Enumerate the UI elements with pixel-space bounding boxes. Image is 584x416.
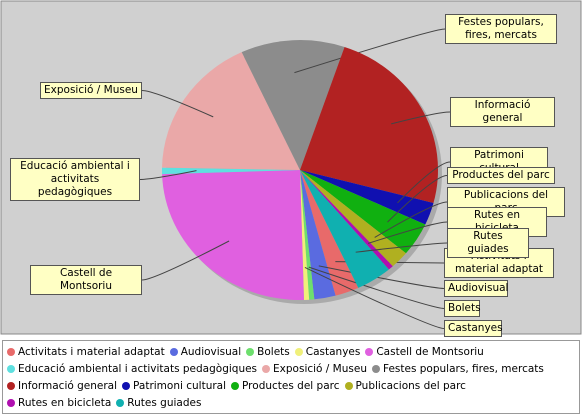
slice-label: Activitats i material adaptat: [444, 248, 554, 278]
pie-slice: [300, 170, 310, 300]
pie-slice: [300, 170, 434, 225]
legend-item: Educació ambiental i activitats pedagògi…: [7, 360, 257, 377]
leader-line: [355, 242, 448, 253]
legend-label: Exposició / Museu: [273, 362, 367, 375]
legend-swatch: [371, 364, 380, 373]
pie-slice: [300, 170, 389, 288]
legend-label: Bolets: [257, 345, 290, 358]
leader-line: [391, 111, 451, 125]
legend-swatch: [246, 347, 255, 356]
pie-slice: [300, 170, 406, 267]
legend-label: Patrimoni cultural: [133, 379, 227, 392]
slice-label: Informació general: [450, 97, 555, 127]
legend-swatch: [7, 347, 15, 356]
leader-line: [367, 221, 448, 244]
legend-swatch: [169, 347, 178, 356]
legend-label: Rutes guiades: [127, 396, 202, 409]
leader-line: [141, 90, 214, 118]
pie-slice: [162, 52, 300, 170]
legend-swatch: [365, 347, 374, 356]
leader-line: [141, 240, 230, 281]
legend-item: Audiovisual: [169, 343, 242, 360]
legend-item: Castanyes: [294, 343, 361, 360]
legend-label: Castanyes: [305, 345, 361, 358]
pie-slice: [162, 167, 300, 175]
slice-label: Castell de Montsoriu: [30, 265, 142, 295]
legend-swatch: [7, 364, 15, 373]
pie-slice: [300, 170, 359, 296]
legend-item: Rutes en bicicleta: [7, 394, 111, 411]
slice-label: Audiovisual: [444, 280, 508, 297]
slice-label: Bolets: [444, 300, 481, 317]
legend-item: Publicacions del parc: [344, 377, 466, 394]
leader-line: [397, 161, 451, 204]
slice-label: Productes del parc: [447, 167, 555, 184]
slice-label: Exposició / Museu: [40, 82, 142, 99]
legend-swatch: [262, 364, 271, 373]
slice-label: Castanyes: [444, 320, 503, 337]
legend: Activitats i material adaptat Audiovisual…: [2, 340, 580, 414]
legend-item: Patrimoni cultural: [122, 377, 226, 394]
leader-line: [304, 266, 445, 329]
slice-label: Festes populars, fires, mercats: [445, 14, 557, 44]
legend-swatch: [344, 381, 353, 390]
leader-line: [387, 175, 448, 223]
pie-slice: [300, 46, 438, 203]
pie-slice: [162, 170, 304, 301]
legend-label: Productes del parc: [242, 379, 340, 392]
pie-slice: [300, 170, 393, 270]
legend-item: Castell de Montsoriu: [365, 343, 484, 360]
legend-item: Bolets: [246, 343, 290, 360]
legend-label: Educació ambiental i activitats pedagògi…: [18, 362, 258, 375]
legend-swatch: [231, 381, 240, 390]
legend-item: Rutes guiades: [116, 394, 201, 411]
legend-label: Activitats i material adaptat: [18, 345, 165, 358]
pie-slice: [241, 40, 345, 170]
leader-line: [374, 201, 448, 238]
legend-item: Exposició / Museu: [262, 360, 367, 377]
pie-slice: [300, 170, 426, 254]
leader-line: [308, 266, 445, 309]
slice-label: Educació ambiental i activitats pedagògi…: [10, 158, 140, 201]
legend-label: Audiovisual: [180, 345, 242, 358]
legend-label: Publicacions del parc: [355, 379, 466, 392]
legend-item: Festes populars, fires, mercats: [371, 360, 544, 377]
legend-swatch: [122, 381, 131, 390]
legend-swatch: [7, 398, 15, 407]
legend-label: Rutes en bicicleta: [18, 396, 112, 409]
slice-label: Rutes guiades: [447, 228, 529, 258]
leader-line: [294, 28, 446, 74]
legend-swatch: [116, 398, 125, 407]
leader-line: [318, 265, 445, 289]
leader-line: [139, 170, 197, 180]
legend-label: Informació general: [18, 379, 118, 392]
legend-swatch: [7, 381, 15, 390]
legend-item: Activitats i material adaptat: [7, 343, 165, 360]
legend-item: Informació general: [7, 377, 117, 394]
legend-label: Festes populars, fires, mercats: [382, 362, 544, 375]
legend-swatch: [294, 347, 303, 356]
legend-label: Castell de Montsoriu: [376, 345, 484, 358]
legend-item: Productes del parc: [231, 377, 340, 394]
